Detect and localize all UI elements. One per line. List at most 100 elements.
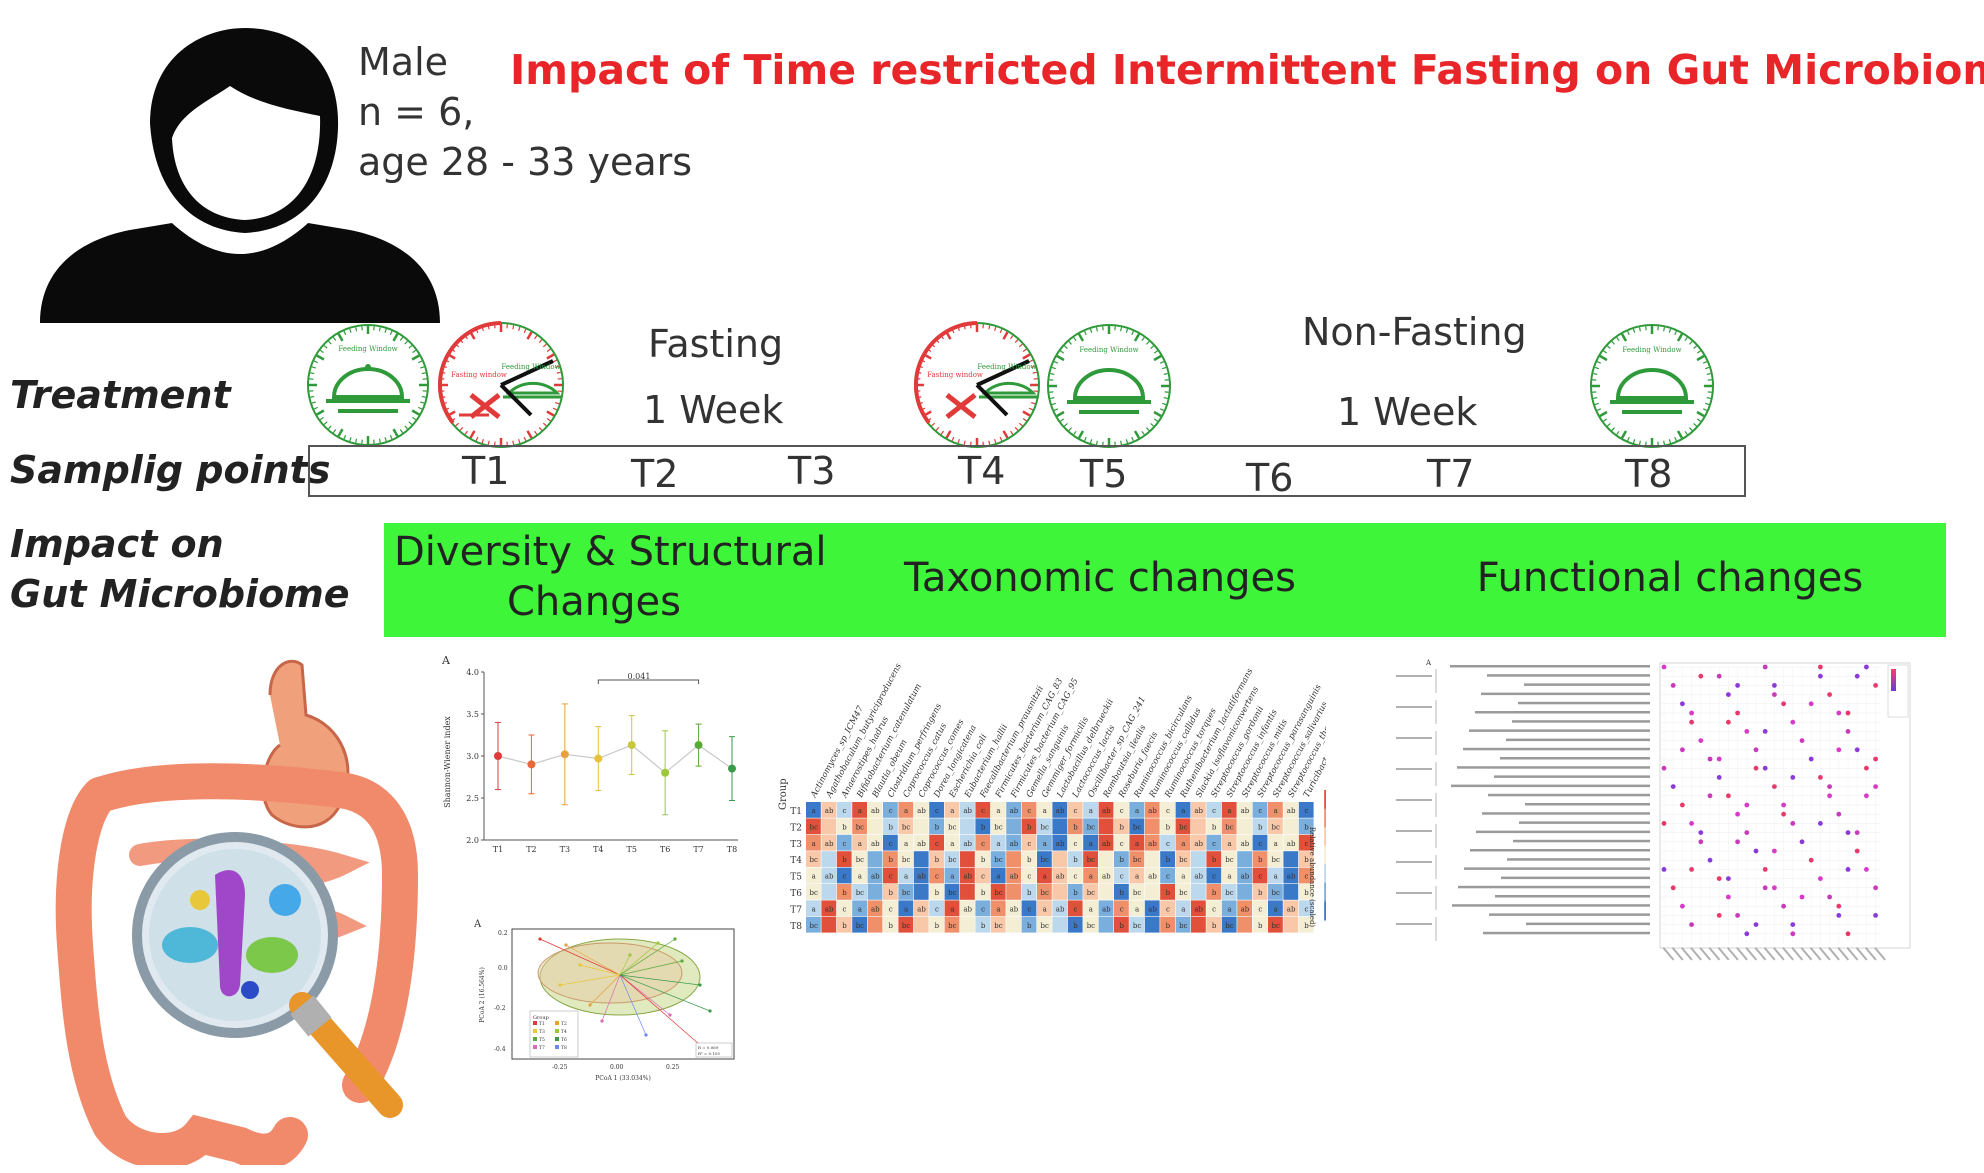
heatmap-cell-label: b [981,823,986,831]
heatmap-cell-label: ab [963,905,972,913]
heatmap-cell [1221,851,1237,867]
heatmap-cell [1052,900,1068,917]
heatmap-cell [836,818,852,835]
svg-text:Feeding Window: Feeding Window [1622,346,1681,354]
heatmap-cell [1098,834,1114,851]
heatmap-cell [1221,916,1237,933]
heatmap-cell-label: b [1119,856,1124,864]
heatmap-cell [975,818,991,835]
heatmap-cell-label: b [842,922,847,930]
heatmap-cell-label: a [1135,840,1139,848]
person-icon [40,28,440,323]
heatmap-cell [1021,834,1037,851]
heatmap-cell-label: c [843,807,847,815]
sample-label-placeholder [1800,947,1813,961]
bubble [1753,848,1759,854]
heatmap-cell-label: bc [1179,922,1187,930]
colorbar-segment [1324,808,1326,828]
clock-tick [421,395,426,398]
heatmap-cell-label: ab [825,807,834,815]
clock-tick [940,430,944,435]
heatmap-cell [1175,916,1191,933]
svg-text:Fasting window: Fasting window [451,371,507,379]
sample-point [708,1009,712,1013]
bubble [1689,867,1694,872]
pathway-label-placeholder [1512,720,1650,723]
clock-tick [1051,402,1056,406]
heatmap-row-label: T8 [790,922,802,932]
bubble [1827,784,1832,789]
bubble [1726,876,1731,881]
heatmap-row-label: T7 [790,905,802,915]
heatmap-cell-label: b [888,856,893,864]
sample-label-placeholder [1680,947,1693,961]
x-tick-label: T6 [660,845,670,854]
heatmap-cell [821,818,837,835]
bubble [1873,784,1878,789]
bubble [1689,710,1694,716]
clock-tick [1684,430,1688,435]
heatmap-cell-label: a [1181,905,1185,913]
clock-tick [459,426,464,431]
clock-tick [1022,410,1031,417]
heatmap-cell-label: a [996,807,1000,815]
y-tick-label: 2.5 [466,794,479,803]
heatmap-cell-label: bc [1087,922,1095,930]
mean-line [497,744,733,774]
heatmap-cell-label: bc [1087,856,1095,864]
heatmap-cell [1037,900,1052,917]
svg-text:Feeding Window: Feeding Window [977,363,1036,371]
bubble [1836,913,1842,918]
bubble [1762,867,1768,872]
heatmap-cell [1067,851,1083,867]
heatmap-cell [1283,818,1299,835]
heatmap-cell [1021,818,1037,835]
bubble [1716,673,1722,679]
y-tick-label: 3.0 [466,752,479,761]
heatmap-cell [1129,834,1145,851]
heatmap-cell [1052,818,1068,835]
pathway-label-placeholder [1452,904,1650,907]
heatmap-cell [898,834,914,851]
sample-label-placeholder [1671,947,1684,961]
timepoint-label: T1 [462,449,510,493]
heatmap-cell-label: a [1089,905,1093,913]
heatmap-cell [913,884,929,900]
sample-point [588,1003,592,1007]
heatmap-cell [1083,802,1098,818]
clock-tick [418,406,423,410]
subject-count: n = 6, [358,90,475,134]
heatmap-cell [1191,867,1206,884]
heatmap-cell [990,851,1006,867]
clock-tick [481,439,484,444]
bubble [1854,848,1860,854]
clock-tick [1594,402,1599,406]
heatmap-cell [1283,884,1299,900]
bubble [1726,894,1731,900]
heatmap-cell [836,916,852,933]
clock-tick [1125,328,1129,333]
heatmap-cell-label: b [1073,922,1078,930]
heatmap-cell [1160,900,1175,917]
heatmap-cell-label: a [996,905,1000,913]
fasting-phase-label: Fasting [648,322,784,366]
heatmap-cell-label: ab [917,905,926,913]
heatmap-cell [1037,834,1052,851]
heatmap-cell [1191,884,1206,900]
heatmap-cell [1237,884,1252,900]
clock-tick [349,328,352,333]
ordination-ray [619,960,683,976]
sample-label-placeholder [1874,946,1886,961]
clock-tick [1638,440,1641,445]
clock-tick [1064,345,1068,349]
bubble [1735,683,1740,688]
clock-tick [1153,354,1162,362]
bubble [1781,802,1786,808]
clock-tick [1611,427,1615,431]
bubble [1735,710,1740,716]
clock-tick [552,359,557,363]
heatmap-cell [1252,867,1268,884]
bubble [1873,913,1878,918]
bubble [1772,848,1777,854]
bubble [1873,756,1878,762]
